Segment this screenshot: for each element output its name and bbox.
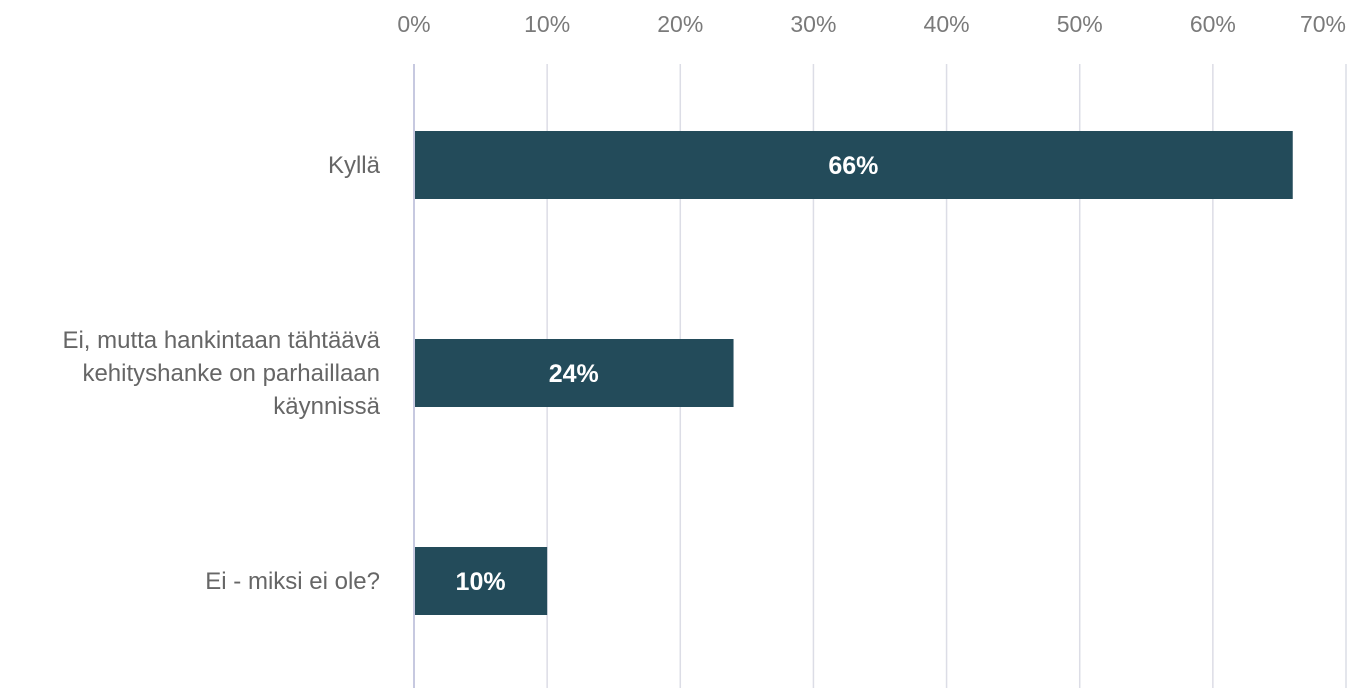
x-tick-label: 30%: [790, 11, 836, 37]
category-label: Ei - miksi ei ole?: [205, 568, 380, 595]
x-axis-ticks: 0% 10% 20% 30% 40% 50% 60% 70%: [397, 11, 1346, 37]
data-label: 66%: [828, 152, 878, 180]
x-tick-label: 0%: [397, 11, 430, 37]
data-label: 10%: [456, 568, 506, 596]
x-tick-label: 70%: [1300, 11, 1346, 37]
bar: [414, 339, 734, 407]
x-tick-label: 10%: [524, 11, 570, 37]
bar: [414, 131, 1293, 199]
category-label: Kyllä: [328, 152, 381, 179]
bars: 66% 24% 10%: [414, 131, 1293, 615]
category-label: Ei, mutta hankintaan tähtäävä: [62, 327, 380, 354]
x-tick-label: 20%: [657, 11, 703, 37]
category-label: käynnissä: [273, 393, 380, 420]
data-label: 24%: [549, 360, 599, 388]
x-tick-label: 60%: [1190, 11, 1236, 37]
bar: [414, 547, 548, 615]
x-tick-label: 40%: [924, 11, 970, 37]
category-label: kehityshanke on parhaillaan: [82, 360, 380, 387]
x-tick-label: 50%: [1057, 11, 1103, 37]
category-labels: Kyllä Ei, mutta hankintaan tähtäävä kehity…: [62, 152, 380, 595]
